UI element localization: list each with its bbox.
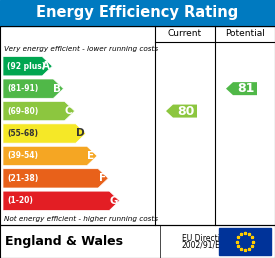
Text: (39-54): (39-54): [7, 151, 38, 160]
Text: G: G: [109, 196, 118, 206]
Text: C: C: [65, 106, 72, 116]
Text: Very energy efficient - lower running costs: Very energy efficient - lower running co…: [4, 45, 158, 52]
Polygon shape: [226, 82, 257, 95]
Text: Energy Efficiency Rating: Energy Efficiency Rating: [36, 5, 239, 20]
Text: (55-68): (55-68): [7, 129, 38, 138]
Polygon shape: [3, 79, 64, 98]
Text: Potential: Potential: [225, 29, 265, 38]
Text: (1-20): (1-20): [7, 196, 33, 205]
Text: E: E: [87, 151, 95, 161]
Text: A: A: [42, 61, 50, 71]
Text: Not energy efficient - higher running costs: Not energy efficient - higher running co…: [4, 215, 158, 222]
Text: 80: 80: [177, 104, 195, 118]
Polygon shape: [3, 101, 75, 121]
Text: England & Wales: England & Wales: [5, 235, 123, 248]
Text: F: F: [99, 173, 106, 183]
Text: D: D: [76, 128, 84, 139]
Polygon shape: [3, 191, 120, 211]
Polygon shape: [3, 57, 52, 76]
Text: (69-80): (69-80): [7, 107, 38, 116]
Text: (21-38): (21-38): [7, 174, 38, 183]
Text: (81-91): (81-91): [7, 84, 38, 93]
Bar: [0, 0, 275, 26]
Text: Current: Current: [168, 29, 202, 38]
Text: 2002/91/EC: 2002/91/EC: [182, 241, 226, 250]
Bar: [0, 26, 275, 225]
Bar: [0, 225, 275, 258]
Polygon shape: [3, 146, 97, 166]
Text: B: B: [53, 84, 61, 94]
Text: EU Directive: EU Directive: [182, 234, 229, 243]
Text: 81: 81: [237, 82, 255, 95]
Bar: [219, 228, 271, 255]
Text: (92 plus): (92 plus): [7, 62, 45, 71]
Polygon shape: [3, 124, 86, 143]
Polygon shape: [166, 104, 197, 118]
Polygon shape: [3, 169, 108, 188]
